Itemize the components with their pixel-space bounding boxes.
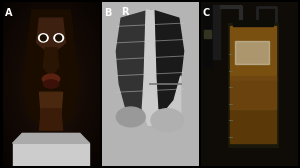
Ellipse shape <box>56 35 61 41</box>
Polygon shape <box>13 133 89 143</box>
Polygon shape <box>116 10 150 117</box>
Bar <box>230 26 276 81</box>
Ellipse shape <box>116 107 145 127</box>
Polygon shape <box>142 10 158 125</box>
Polygon shape <box>13 143 89 166</box>
Ellipse shape <box>38 34 48 42</box>
Ellipse shape <box>54 34 64 42</box>
Ellipse shape <box>42 74 60 84</box>
Text: B: B <box>104 8 111 18</box>
Bar <box>213 5 220 59</box>
Text: A: A <box>5 8 12 18</box>
Polygon shape <box>40 109 63 130</box>
Ellipse shape <box>151 109 184 132</box>
Ellipse shape <box>44 80 59 88</box>
Bar <box>232 18 273 26</box>
Text: C: C <box>203 8 210 18</box>
Polygon shape <box>150 76 181 117</box>
Polygon shape <box>24 10 78 133</box>
Polygon shape <box>37 18 65 54</box>
Ellipse shape <box>40 35 46 41</box>
Bar <box>230 76 276 109</box>
Bar <box>203 5 212 68</box>
Text: R: R <box>121 7 129 17</box>
Bar <box>228 23 278 146</box>
Polygon shape <box>44 48 59 76</box>
Bar <box>230 81 276 143</box>
Polygon shape <box>40 92 63 130</box>
Bar <box>204 30 212 38</box>
Polygon shape <box>150 10 184 112</box>
Bar <box>235 41 269 64</box>
